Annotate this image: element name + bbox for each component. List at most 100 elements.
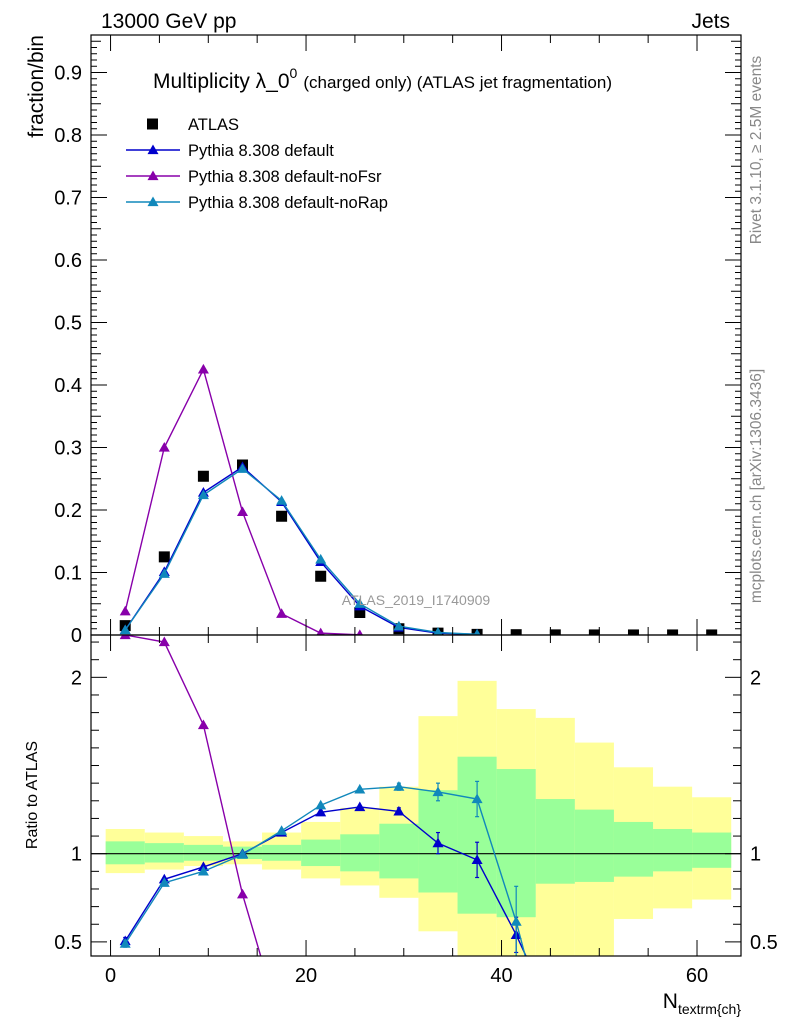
header-right: Jets — [691, 10, 730, 33]
main-panel: 0 0.1 0.2 0.3 0.4 0.5 0.6 0.7 0.8 0.9 — [54, 34, 742, 647]
ratio-xlabel-sub: textrm{ch} — [678, 1001, 741, 1017]
ratio-xlabel: Ntextrm{ch} — [663, 990, 742, 1017]
main-y-tick-label: 0.8 — [54, 125, 82, 147]
atlas-data-point — [706, 629, 718, 635]
ratio-point — [119, 635, 131, 640]
rivet-label: Rivet 3.1.10, ≥ 2.5M events — [748, 55, 765, 244]
series-point — [316, 627, 325, 635]
inner-band-bin — [379, 823, 419, 879]
inner-band-bin — [144, 843, 184, 863]
ratio-point — [393, 781, 405, 791]
ratio-point — [158, 877, 170, 887]
inner-band-bin — [457, 756, 497, 914]
series-point — [393, 620, 405, 631]
ratio-point — [393, 805, 405, 816]
series-point — [237, 506, 249, 516]
atlas-data-point — [354, 607, 366, 618]
series-point — [158, 442, 170, 452]
ratio-point — [119, 938, 131, 948]
mcplots-label: mcplots.cern.ch [arXiv:1306.3436] — [748, 369, 765, 603]
ratio-point — [354, 783, 366, 794]
main-y-tick-label: 0.4 — [54, 375, 82, 397]
series-line — [124, 467, 478, 635]
ratio-panel: 0 20 40 60 0.5 0.5 1 1 2 2 — [54, 634, 778, 987]
inner-band-bin — [574, 809, 614, 882]
atlas-data-point — [276, 510, 288, 522]
ratio-line — [125, 635, 262, 956]
atlas-data-point — [549, 629, 561, 635]
inner-band-bin — [692, 832, 732, 868]
x-tick-label: 60 — [686, 965, 708, 987]
ratio-point — [471, 854, 483, 865]
ratio-point — [432, 786, 444, 797]
series-point — [197, 489, 209, 500]
x-tick-label: 0 — [105, 965, 116, 987]
ratio-y-tick-label-right: 2 — [750, 667, 761, 689]
analysis-watermark: ATLAS_2019_I1740909 — [342, 592, 491, 608]
legend-marker-atlas — [147, 118, 158, 130]
main-y-tick-label: 0.2 — [54, 500, 82, 522]
legend-marker — [147, 170, 159, 181]
inner-band-bin — [105, 841, 145, 865]
legend-marker — [147, 196, 159, 207]
series-point — [119, 624, 131, 635]
inner-band-bin — [340, 834, 380, 872]
series-point — [354, 598, 366, 608]
legend-label: Pythia 8.308 default-noFsr — [188, 168, 382, 186]
header-left: 13000 GeV pp — [101, 10, 236, 33]
ratio-line — [124, 785, 526, 956]
legend: ATLAS Pythia 8.308 default Pythia 8.308 de… — [126, 116, 388, 212]
ratio-y-tick-label: 0.5 — [54, 932, 82, 954]
legend-label: ATLAS — [188, 116, 239, 134]
ratio-ylabel: Ratio to ATLAS — [24, 741, 41, 849]
ratio-point — [354, 801, 366, 812]
ratio-point — [315, 806, 327, 817]
main-plot-area — [119, 363, 718, 635]
x-tick-label: 20 — [295, 965, 317, 987]
ratio-point — [197, 719, 209, 730]
inner-band-bin — [262, 844, 302, 861]
main-ylabel: fraction/bin — [25, 35, 48, 138]
atlas-data-point — [315, 570, 327, 582]
ratio-point — [471, 793, 483, 804]
series-point — [276, 495, 288, 505]
atlas-data-point — [627, 629, 639, 635]
series-point — [356, 629, 364, 635]
series-point — [197, 363, 209, 374]
legend-label: Pythia 8.308 default — [188, 142, 334, 160]
series-point — [473, 628, 481, 635]
ratio-y-tick-label-right: 1 — [750, 844, 761, 866]
x-tick-label: 40 — [490, 965, 512, 987]
ratio-y-tick-label-right: 0.5 — [750, 932, 778, 954]
ratio-point — [510, 916, 522, 926]
ratio-plot-area — [119, 635, 527, 956]
atlas-data-point — [197, 470, 209, 482]
chart-title-sup: 0 — [290, 65, 298, 81]
ratio-point — [315, 799, 327, 810]
chart-title: Multiplicity λ_00 (charged only) (ATLAS j… — [153, 65, 612, 93]
inner-band-bin — [183, 844, 223, 861]
series-line — [124, 465, 478, 635]
ratio-point — [158, 636, 170, 647]
ratio-point — [237, 888, 249, 899]
series-point — [158, 568, 170, 578]
atlas-data-point — [510, 629, 522, 635]
main-y-tick-label: 0.1 — [54, 563, 82, 585]
inner-band-bin — [535, 799, 575, 884]
series-point — [433, 627, 443, 635]
series-line — [124, 367, 360, 635]
main-y-tick-label: 0.5 — [54, 313, 82, 335]
ratio-point — [276, 825, 288, 835]
chart-title-rest: (charged only) (ATLAS jet fragmentation) — [303, 73, 612, 92]
atlas-data-point — [667, 629, 679, 635]
ratio-point — [237, 849, 249, 859]
ratio-line — [124, 806, 527, 956]
atlas-data-point — [158, 551, 170, 563]
ratio-frame — [90, 634, 742, 957]
series-point — [276, 608, 288, 618]
main-y-tick-label: 0.3 — [54, 438, 82, 460]
main-y-tick-label: 0.9 — [54, 63, 82, 85]
legend-label: Pythia 8.308 default-noRap — [188, 194, 388, 212]
ratio-point — [432, 837, 444, 848]
